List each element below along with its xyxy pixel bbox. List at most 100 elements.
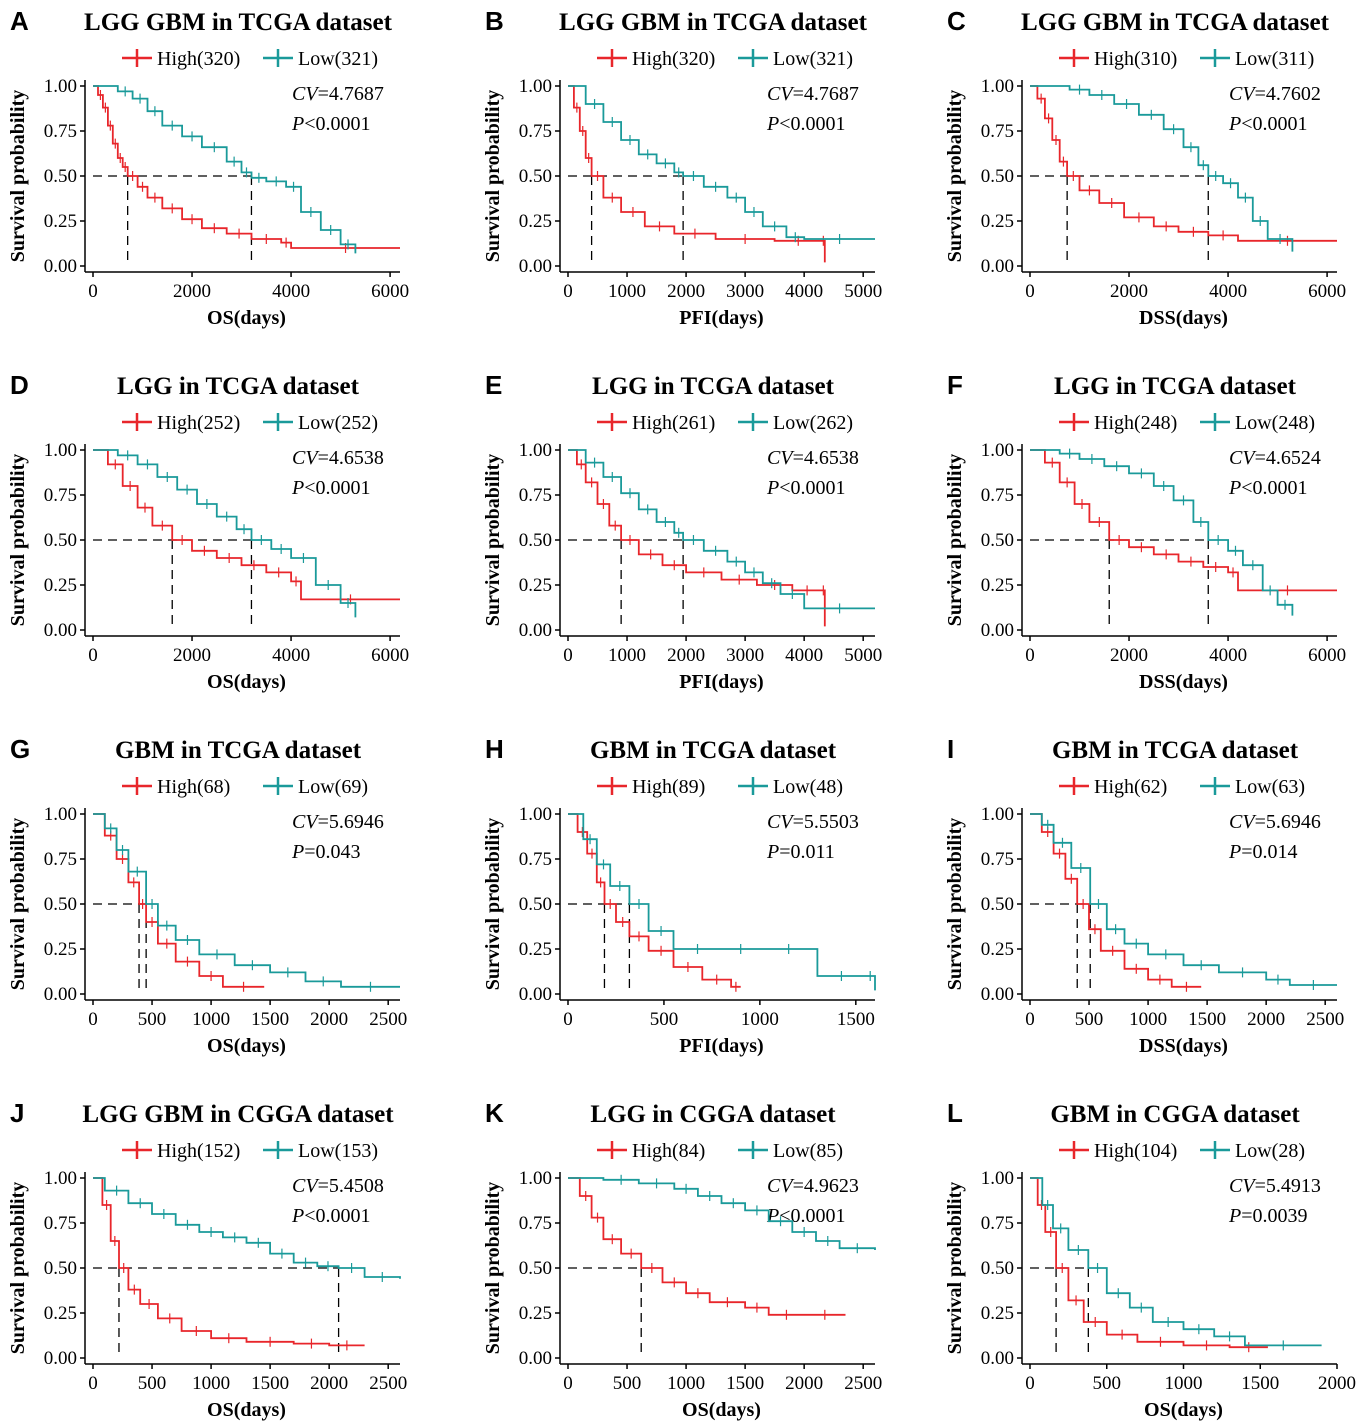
y-tick-label: 0.25 [44,1303,77,1324]
cv-annotation: CV=4.6538 [767,447,859,469]
legend: High(152) Low(153) [122,1140,378,1162]
survival-curve-low [93,85,357,254]
x-tick-label: 500 [650,1009,679,1030]
legend-low-text: Low(69) [298,776,368,798]
legend-high-text: High(261) [632,412,715,434]
legend: High(248) Low(248) [1059,412,1315,434]
x-tick-label: 3000 [726,645,764,666]
y-tick-label: 0.25 [519,939,552,960]
legend-low-text: Low(262) [773,412,853,434]
legend: High(89) Low(48) [597,776,843,798]
legend-low-text: Low(153) [298,1140,378,1162]
panel-title: LGG in TCGA dataset [592,373,835,400]
y-axis-label: Survival probability [482,818,504,990]
x-tick-label: 2000 [1110,281,1148,302]
x-tick-label: 1500 [251,1009,289,1030]
legend-high-text: High(248) [1094,412,1177,434]
x-tick-label: 2500 [1306,1009,1344,1030]
cv-annotation: CV=5.6946 [1229,811,1321,833]
survival-curve-high [93,1177,365,1347]
panel-label: F [947,370,963,400]
y-tick-label: 1.00 [981,804,1014,825]
survival-curve-high [568,85,826,263]
x-tick-label: 2500 [844,1373,882,1394]
legend-low-text: Low(85) [773,1140,843,1162]
x-tick-label: 2000 [310,1009,348,1030]
legend: High(84) Low(85) [597,1140,843,1162]
p-annotation: P=0.043 [291,841,361,863]
x-tick-label: 0 [88,645,98,666]
y-tick-label: 0.25 [44,211,77,232]
panel-d: D LGG in TCGA dataset High(252) Low(252) CV=… [7,370,409,693]
y-tick-label: 0.75 [981,849,1014,870]
cv-annotation: CV=4.7687 [767,83,859,105]
legend-high-text: High(62) [1094,776,1167,798]
survival-curve-low [1030,85,1294,252]
survival-curve-low [568,813,876,991]
y-tick-label: 0.50 [44,530,77,551]
x-tick-label: 2500 [369,1009,407,1030]
legend-low-text: Low(28) [1235,1140,1305,1162]
y-tick-label: 1.00 [44,76,77,97]
y-tick-label: 0.50 [981,530,1014,551]
x-tick-label: 2000 [667,645,705,666]
y-tick-label: 0.75 [981,485,1014,506]
x-axis-label: PFI(days) [679,307,763,329]
legend-high-text: High(152) [157,1140,240,1162]
x-tick-label: 1000 [1129,1009,1167,1030]
x-tick-label: 1000 [741,1009,779,1030]
x-tick-label: 0 [563,1009,573,1030]
y-tick-label: 0.00 [519,620,552,641]
y-tick-label: 0.75 [981,1213,1014,1234]
legend: High(310) Low(311) [1059,48,1314,70]
x-tick-label: 1500 [837,1009,875,1030]
x-tick-label: 1500 [1188,1009,1226,1030]
x-tick-label: 1000 [1165,1373,1203,1394]
p-annotation: P<0.0001 [291,113,371,135]
legend-low-text: Low(63) [1235,776,1305,798]
y-tick-label: 0.75 [44,121,77,142]
y-tick-label: 0.00 [44,620,77,641]
y-tick-label: 0.50 [981,894,1014,915]
x-tick-label: 0 [1025,1373,1035,1394]
panel-e: E LGG in TCGA dataset High(261) Low(262) CV=… [482,370,882,693]
legend-low-text: Low(311) [1235,48,1314,70]
panel-title: LGG in CGGA dataset [590,1101,836,1128]
x-tick-label: 500 [1075,1009,1104,1030]
panel-title: LGG in TCGA dataset [1054,373,1297,400]
legend-low-text: Low(321) [298,48,378,70]
y-tick-label: 0.50 [519,166,552,187]
x-tick-label: 500 [138,1009,167,1030]
y-tick-label: 0.50 [44,166,77,187]
y-tick-label: 1.00 [981,1168,1014,1189]
y-tick-label: 1.00 [519,440,552,461]
y-tick-label: 0.25 [519,211,552,232]
x-tick-label: 2000 [1247,1009,1285,1030]
legend-high-text: High(84) [632,1140,705,1162]
x-axis-label: DSS(days) [1139,1035,1228,1057]
x-tick-label: 0 [1025,281,1035,302]
y-axis-label: Survival probability [7,818,29,990]
panel-label: J [10,1098,24,1128]
y-tick-label: 0.25 [44,939,77,960]
legend-high-text: High(104) [1094,1140,1177,1162]
x-tick-label: 0 [563,1373,573,1394]
survival-curve-low [568,85,875,240]
x-tick-label: 1500 [1241,1373,1279,1394]
x-tick-label: 2000 [1318,1373,1356,1394]
survival-curve-high [568,1177,846,1316]
p-annotation: P=0.014 [1228,841,1298,863]
y-tick-label: 0.00 [981,1348,1014,1369]
x-tick-label: 500 [613,1373,642,1394]
y-tick-label: 0.75 [519,485,552,506]
y-tick-label: 0.50 [981,1258,1014,1279]
p-annotation: P=0.011 [766,841,835,863]
panel-title: GBM in CGGA dataset [1050,1101,1300,1128]
survival-curve-high [1030,85,1337,242]
x-axis-label: DSS(days) [1139,307,1228,329]
cv-annotation: CV=5.5503 [767,811,859,833]
x-tick-label: 4000 [272,281,310,302]
legend-high-text: High(320) [157,48,240,70]
y-tick-label: 1.00 [44,804,77,825]
